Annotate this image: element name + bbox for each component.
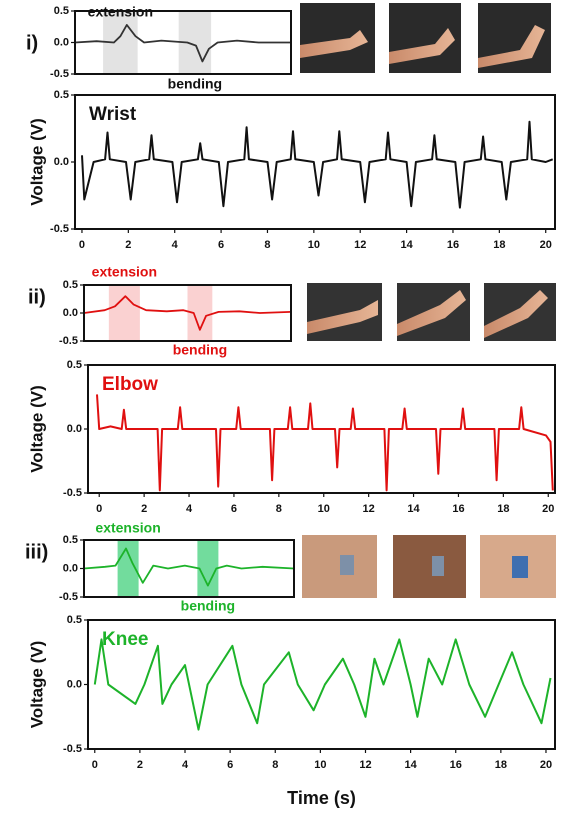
panel-label: iii) — [25, 541, 48, 563]
y-tick-label: -0.5 — [50, 223, 69, 235]
x-tick-label: 0 — [96, 503, 102, 515]
x-tick-label: 10 — [314, 759, 326, 771]
photo — [302, 535, 377, 598]
arm — [300, 30, 368, 58]
signal-line — [81, 120, 554, 209]
x-tick-label: 4 — [182, 759, 189, 771]
x-tick-label: 14 — [400, 239, 413, 251]
sensor — [340, 555, 354, 575]
panel-label: i) — [26, 32, 38, 54]
plot-frame — [74, 10, 292, 75]
signal-line — [83, 295, 292, 331]
y-tick-label: 0.5 — [54, 5, 69, 17]
annotation: extension — [92, 264, 157, 280]
signal-line — [74, 24, 291, 63]
plot-frame — [74, 94, 556, 230]
x-tick-label: 18 — [497, 503, 509, 515]
y-tick-label: 0.5 — [63, 534, 78, 546]
x-tick-label: 20 — [542, 503, 554, 515]
y-tick-label: -0.5 — [63, 743, 82, 755]
y-tick-label: 0.0 — [63, 562, 78, 574]
x-tick-label: 14 — [407, 503, 420, 515]
annotation: bending — [173, 342, 227, 358]
y-tick-label: -0.5 — [50, 68, 69, 80]
x-axis-label: Time (s) — [287, 788, 356, 808]
arm — [478, 25, 545, 68]
arm — [484, 290, 548, 338]
x-tick-label: 8 — [272, 759, 278, 771]
x-tick-label: 2 — [141, 503, 147, 515]
x-tick-label: 0 — [92, 759, 98, 771]
signal-line — [93, 638, 552, 731]
x-tick-label: 14 — [404, 759, 417, 771]
y-tick-label: 0.0 — [67, 423, 82, 435]
y-tick-label: -0.5 — [59, 335, 78, 347]
sensor — [512, 556, 528, 578]
annotation: bending — [168, 76, 222, 92]
x-tick-label: 16 — [450, 759, 462, 771]
y-axis-label: Voltage (V) — [27, 385, 46, 473]
plot-frame — [87, 364, 556, 494]
x-tick-label: 0 — [79, 239, 85, 251]
highlight-span — [197, 541, 219, 596]
x-tick-label: 6 — [218, 239, 224, 251]
x-tick-label: 4 — [172, 239, 179, 251]
y-tick-label: 0.5 — [63, 279, 78, 291]
x-tick-label: 12 — [354, 239, 366, 251]
y-tick-label: 0.0 — [54, 36, 69, 48]
x-tick-label: 10 — [318, 503, 330, 515]
x-tick-label: 18 — [495, 759, 507, 771]
plot-frame — [83, 539, 295, 598]
x-tick-label: 6 — [231, 503, 237, 515]
plot-frame — [87, 619, 556, 750]
x-tick-label: 16 — [447, 239, 459, 251]
panel-label: ii) — [28, 286, 46, 308]
y-axis-label: Voltage (V) — [27, 118, 46, 206]
x-tick-label: 8 — [276, 503, 282, 515]
annotation: bending — [181, 598, 235, 614]
signal-line — [83, 547, 295, 587]
photos — [300, 3, 556, 598]
chart-title: Knee — [102, 629, 148, 650]
x-tick-label: 8 — [264, 239, 270, 251]
y-tick-label: -0.5 — [63, 487, 82, 499]
x-tick-label: 18 — [493, 239, 505, 251]
annotation: extension — [95, 520, 160, 536]
x-tick-label: 4 — [186, 503, 193, 515]
y-tick-label: 0.0 — [63, 307, 78, 319]
x-tick-label: 16 — [452, 503, 464, 515]
y-axis-label: Voltage (V) — [27, 641, 46, 729]
x-tick-label: 6 — [227, 759, 233, 771]
x-tick-label: 2 — [125, 239, 131, 251]
y-tick-label: 0.5 — [54, 89, 69, 101]
x-tick-label: 12 — [363, 503, 375, 515]
y-tick-label: 0.5 — [67, 359, 82, 371]
x-tick-label: 12 — [359, 759, 371, 771]
chart-title: Elbow — [102, 374, 158, 395]
plot-frame — [83, 284, 292, 342]
arm — [307, 300, 378, 334]
y-tick-label: 0.0 — [54, 156, 69, 168]
x-tick-label: 10 — [308, 239, 320, 251]
signal-line — [96, 394, 554, 492]
x-tick-label: 20 — [540, 239, 552, 251]
x-tick-label: 2 — [137, 759, 143, 771]
arm — [389, 28, 455, 64]
y-tick-label: 0.0 — [67, 678, 82, 690]
y-tick-label: -0.5 — [59, 591, 78, 603]
arm — [397, 290, 466, 336]
sensor — [432, 556, 444, 576]
x-tick-label: 20 — [540, 759, 552, 771]
y-tick-label: 0.5 — [67, 614, 82, 626]
highlight-span — [108, 286, 140, 340]
chart-title: Wrist — [89, 104, 137, 125]
photo — [393, 535, 466, 598]
